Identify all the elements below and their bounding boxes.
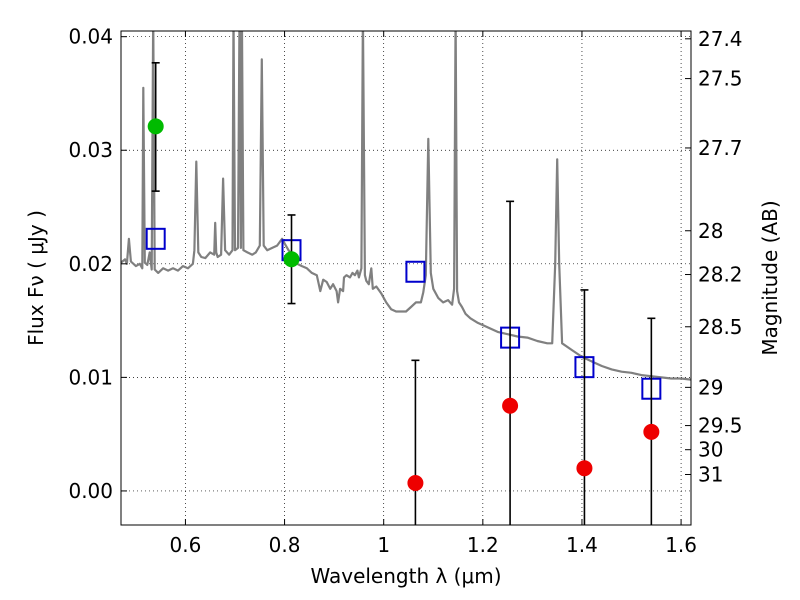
tick-layer: 0.6 0.8 1 1.2 1.4 1.6 0.00 0.01 0.02 0.03 0.04 27.4… bbox=[68, 25, 742, 557]
y2-tick-label: 28.5 bbox=[698, 315, 743, 339]
x-tick-label: 1.2 bbox=[467, 533, 499, 557]
y2-tick-label: 27.7 bbox=[698, 136, 743, 160]
y2-tick-label: 28.2 bbox=[698, 263, 743, 287]
y2-tick-label: 27.5 bbox=[698, 67, 743, 91]
y2-axis-label: Magnitude (AB) bbox=[758, 200, 782, 355]
y2-tick-label: 29 bbox=[698, 375, 723, 399]
y2-tick-label: 27.4 bbox=[698, 27, 743, 51]
model-spectrum-line bbox=[121, 31, 691, 381]
nondetection-point bbox=[643, 423, 660, 440]
y-tick-label: 0.04 bbox=[68, 25, 113, 49]
nondetection-point bbox=[576, 460, 593, 477]
y2-tick-label: 31 bbox=[698, 463, 723, 487]
y2-tick-label: 28 bbox=[698, 219, 723, 243]
y-tick-label: 0.00 bbox=[68, 479, 113, 503]
x-axis-label: Wavelength λ (μm) bbox=[310, 564, 501, 588]
y2-tick-label: 30 bbox=[698, 438, 723, 462]
marker-layer bbox=[145, 61, 662, 525]
x-tick-label: 0.8 bbox=[269, 533, 301, 557]
nondetection-point bbox=[502, 397, 519, 414]
model-band-flux-square bbox=[405, 260, 426, 283]
detection-point bbox=[283, 251, 300, 268]
x-tick-label: 0.6 bbox=[170, 533, 202, 557]
detection-point bbox=[147, 118, 164, 135]
y-axis-label: Flux Fν ( μJy ) bbox=[24, 210, 48, 346]
model-band-flux-square bbox=[145, 227, 166, 250]
spectrum-layer bbox=[121, 31, 691, 381]
x-tick-label: 1 bbox=[377, 533, 390, 557]
y-tick-label: 0.03 bbox=[68, 138, 113, 162]
x-tick-label: 1.6 bbox=[665, 533, 697, 557]
y-tick-label: 0.01 bbox=[68, 365, 113, 389]
nondetection-point bbox=[407, 474, 424, 491]
y-tick-label: 0.02 bbox=[68, 252, 113, 276]
plot-frame bbox=[120, 30, 692, 526]
x-tick-label: 1.4 bbox=[566, 533, 598, 557]
y2-tick-label: 29.5 bbox=[698, 414, 743, 438]
